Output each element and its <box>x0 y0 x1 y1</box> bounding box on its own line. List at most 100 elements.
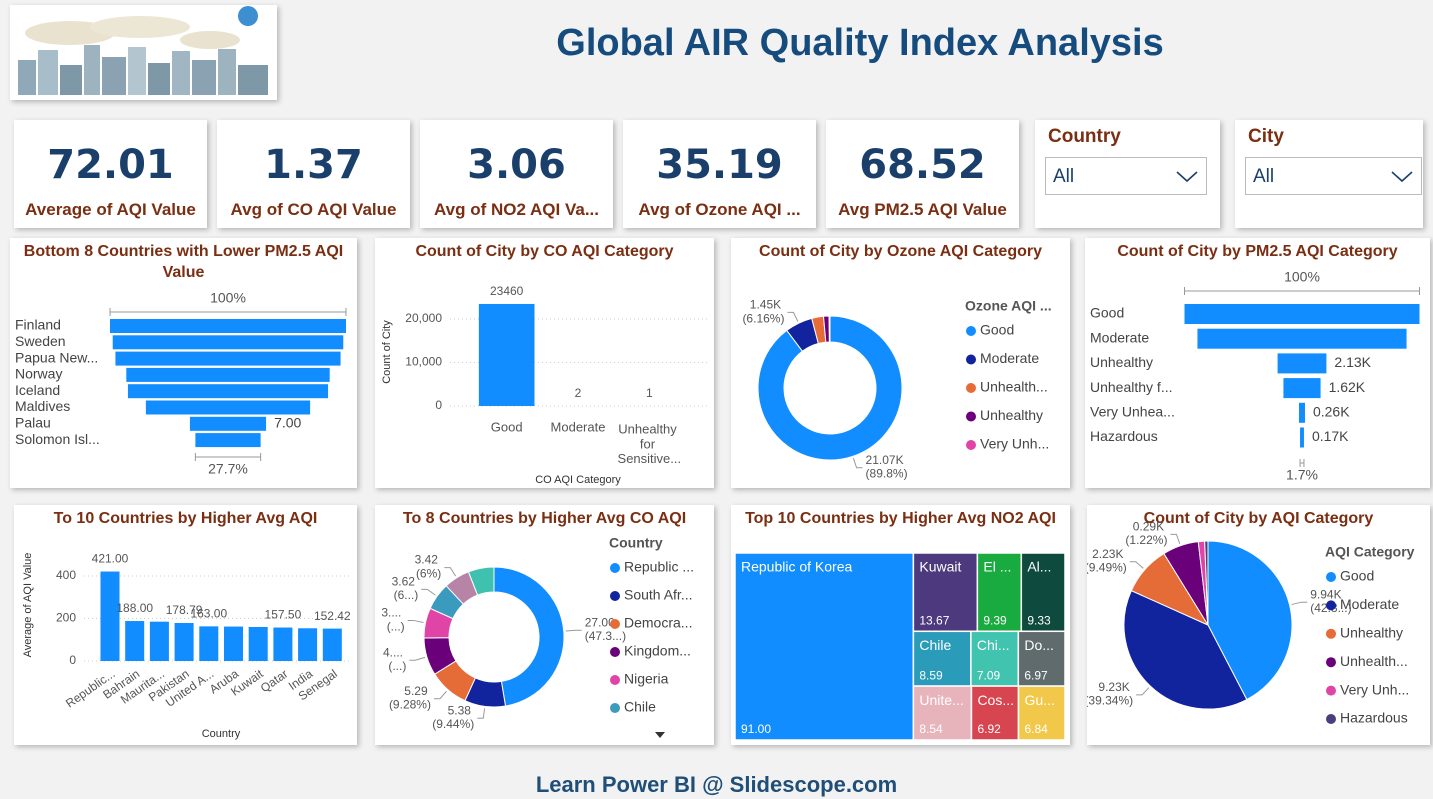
funnel-bar <box>127 384 329 399</box>
slicer: Country All <box>1035 120 1220 228</box>
tile <box>912 630 972 687</box>
funnel-bar <box>126 367 330 382</box>
legend-marker <box>1326 685 1336 696</box>
legend-marker <box>966 326 976 336</box>
data-label: 27.00 (47.3...) <box>585 616 626 644</box>
legend-label: Moderate <box>980 350 1039 366</box>
category-label: Very Unhea... <box>1090 404 1175 420</box>
percent-label: 1.7% <box>1286 467 1318 483</box>
building <box>84 45 100 95</box>
funnel-bar <box>112 335 344 350</box>
chart: 9.94K (42.3...)9.23K (39.34%)2.23K (9.49… <box>1087 520 1415 726</box>
legend-marker <box>966 440 976 450</box>
percent-bracket <box>1299 459 1305 467</box>
leader-line <box>1170 533 1181 544</box>
tile-value: 8.54 <box>919 722 943 736</box>
slicer-dropdown[interactable]: All <box>1245 157 1422 195</box>
x-tick-label: Moderate <box>551 419 606 434</box>
category-label: Solomon Isl... <box>15 431 100 447</box>
slicer-dropdown[interactable]: All <box>1045 157 1207 195</box>
category-label: Moderate <box>1090 329 1149 345</box>
building <box>60 65 82 95</box>
legend-marker <box>610 675 620 685</box>
chart: 27.00 (47.3...) 5.38 (9.44%)5.29 (9.28%) 4… <box>381 535 694 738</box>
category-label: Finland <box>15 317 61 333</box>
chart-title: Count of City by PM2.5 AQI Category <box>1117 243 1398 260</box>
x-tick-label: Unhealthy for Sensitive... <box>618 422 682 467</box>
data-label: 0.26K <box>1313 404 1350 420</box>
y-tick-label: 0 <box>435 398 442 412</box>
category-label: Palau <box>15 415 51 431</box>
legend-scroll[interactable] <box>655 732 665 738</box>
chart: Good Moderate Unhealthy 2.13K Unhealthy f...… <box>1090 269 1420 483</box>
data-label: 3.62 (6...) <box>392 575 419 603</box>
footer: Learn Power BI @ Slidescope.com <box>535 772 898 797</box>
chart: 21.07K (89.8%) 1.45K (6.16%) Ozone AQI ...… <box>742 298 1051 481</box>
building <box>192 60 216 95</box>
legend-label: Unhealthy <box>980 407 1043 423</box>
chart: 0200400421.00Republic...188.00BahrainMau… <box>22 552 351 740</box>
tile-label: Gu... <box>1024 692 1054 708</box>
legend-label: Unhealth... <box>980 379 1048 395</box>
chart-panel: To 8 Countries by Higher Avg CO AQI 27.00… <box>375 505 714 745</box>
chart-title: Bottom 8 Countries with Lower PM2.5 AQI … <box>23 243 344 281</box>
legend-marker <box>966 383 976 393</box>
kpi-card: 35.19 Avg of Ozone AQI ... <box>623 120 816 228</box>
y-tick-label: 200 <box>56 611 76 625</box>
kpi-card: 1.37 Avg of CO AQI Value <box>217 120 410 228</box>
bar <box>478 303 535 406</box>
building <box>128 47 146 95</box>
y-tick-label: 0 <box>69 653 76 667</box>
legend-label: Kingdom... <box>624 643 691 659</box>
legend-title: Country <box>609 535 663 551</box>
funnel-bar <box>1277 353 1327 374</box>
tile <box>912 685 973 741</box>
building <box>38 50 58 95</box>
category-label: Iceland <box>15 382 60 398</box>
data-label: 1.62K <box>1329 379 1366 395</box>
funnel-bar <box>1197 328 1407 349</box>
y-axis-title: Average of AQI Value <box>22 553 34 658</box>
funnel-bar <box>1184 304 1420 324</box>
tile <box>1017 685 1066 741</box>
x-axis-title: Country <box>202 728 241 740</box>
bar <box>174 623 194 661</box>
kpi-label: Avg of CO AQI Value <box>230 200 397 219</box>
tile <box>1020 552 1066 633</box>
leader-line <box>787 311 799 322</box>
chart-title: Count of City by Ozone AQI Category <box>759 243 1042 260</box>
percent-bracket <box>194 453 262 461</box>
percent-label: 100% <box>1284 269 1320 285</box>
tile-label: Cos... <box>977 692 1014 708</box>
slicer-value: All <box>1253 166 1275 187</box>
chart-title: Top 10 Countries by Higher Avg NO2 AQI <box>745 510 1056 527</box>
legend-marker <box>610 591 620 601</box>
data-label: 1.45K (6.16%) <box>742 298 784 326</box>
tile-value: 6.97 <box>1024 668 1048 682</box>
category-label: Norway <box>15 366 62 382</box>
dashboard-title: Global AIR Quality Index Analysis <box>556 22 1164 64</box>
data-label: 5.29 (9.28%) <box>389 684 431 712</box>
kpi-card: 3.06 Avg of NO2 AQI Va... <box>420 120 613 228</box>
data-label: 178.79 <box>166 603 203 617</box>
funnel-bar <box>1283 378 1321 399</box>
tile-label: El ... <box>983 559 1011 575</box>
category-label: Maldives <box>15 398 70 414</box>
legend-marker <box>1326 714 1336 724</box>
tile <box>970 630 1020 687</box>
slicer-label: Country <box>1048 126 1121 147</box>
slicer: City All <box>1235 120 1423 228</box>
legend-label: Good <box>1340 568 1374 584</box>
tile-value: 91.00 <box>741 722 771 736</box>
legend-marker <box>610 563 620 573</box>
leader-line <box>1136 687 1150 696</box>
legend-label: Chile <box>624 699 656 715</box>
leader-line <box>407 619 424 623</box>
data-label: 9.23K (39.34%) <box>1087 680 1133 708</box>
data-label: 157.50 <box>265 608 302 622</box>
legend-label: Democra... <box>624 615 692 631</box>
leader-line <box>433 690 447 700</box>
